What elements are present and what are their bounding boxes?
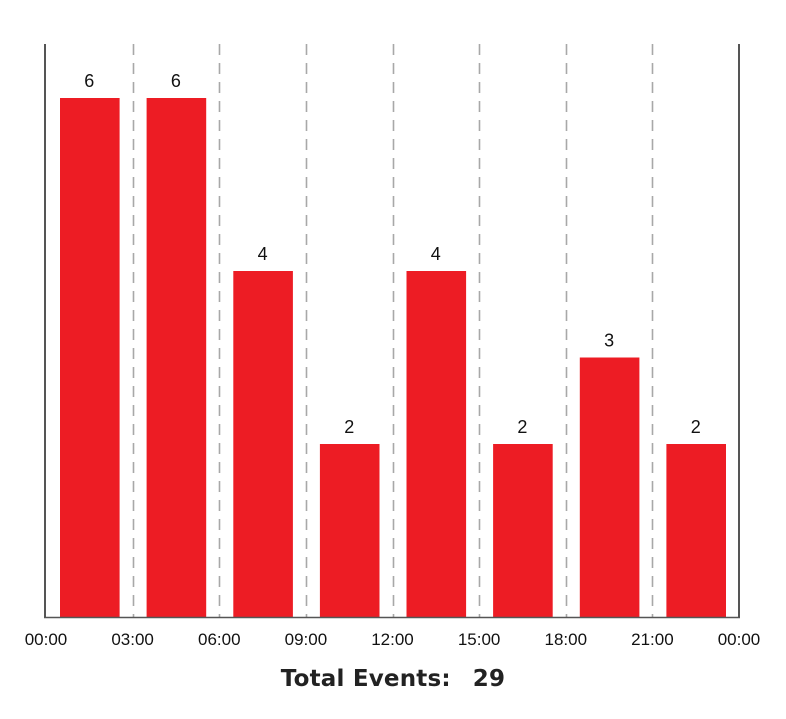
x-tick-label: 21:00 [631, 630, 674, 649]
x-tick-label: 00:00 [718, 630, 761, 649]
x-tick-label: 12:00 [371, 630, 414, 649]
data-label: 6 [171, 71, 181, 91]
bar [146, 98, 207, 617]
total-events-label: Total Events: [280, 666, 451, 692]
bar [319, 444, 380, 617]
chart-svg: 6 6 4 2 4 2 3 2 00:00 03:00 06:00 09:00 12:00 15:00 18… [25, 44, 761, 649]
x-tick-label: 03:00 [111, 630, 154, 649]
data-label: 6 [84, 71, 94, 91]
x-tick-label: 06:00 [198, 630, 241, 649]
bar [493, 444, 553, 617]
bar [406, 271, 467, 617]
total-events: Total Events: 29 [0, 666, 786, 692]
bar [579, 357, 640, 617]
bar [666, 444, 726, 617]
bar [60, 98, 120, 617]
bar-chart: 6 6 4 2 4 2 3 2 00:00 03:00 06:00 09:00 12:00 15:00 18… [25, 44, 761, 649]
data-label: 2 [344, 417, 354, 437]
data-label: 2 [517, 417, 527, 437]
x-tick-label: 09:00 [285, 630, 328, 649]
data-label: 4 [258, 244, 268, 264]
total-events-value: 29 [472, 666, 506, 692]
x-tick-label: 15:00 [458, 630, 501, 649]
x-tick-label: 00:00 [25, 630, 68, 649]
bar [233, 271, 293, 617]
data-label: 2 [691, 417, 701, 437]
data-label: 4 [431, 244, 441, 264]
data-label: 3 [604, 331, 614, 351]
x-tick-label: 18:00 [545, 630, 588, 649]
